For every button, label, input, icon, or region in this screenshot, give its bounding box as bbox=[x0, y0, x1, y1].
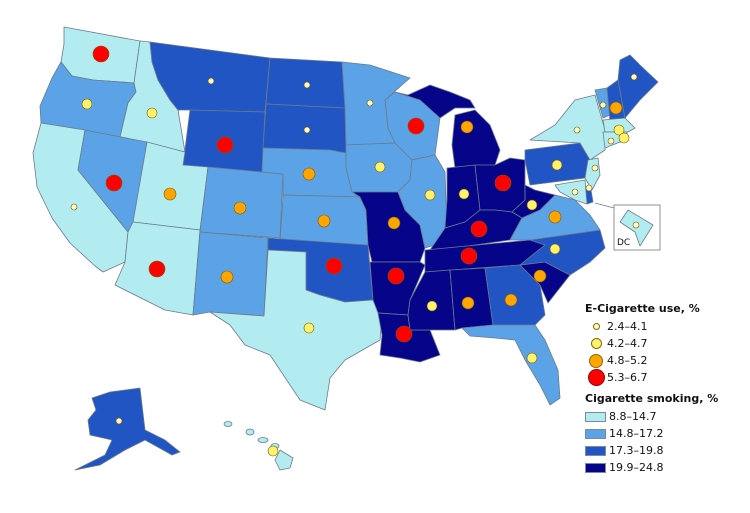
legend: E-Cigarette use, % 2.4–4.1 4.2–4.7 4.8–5… bbox=[585, 302, 750, 476]
legend-swatch-icon bbox=[585, 411, 606, 422]
ecig-wy bbox=[216, 136, 234, 154]
ecig-al bbox=[461, 296, 475, 310]
ecig-nv bbox=[105, 174, 123, 192]
state-tx[interactable] bbox=[209, 249, 383, 411]
state-il[interactable] bbox=[397, 154, 448, 249]
state-fl[interactable] bbox=[461, 324, 561, 406]
legend-circle-icon bbox=[592, 323, 600, 330]
ecig-ak bbox=[115, 417, 123, 425]
ecig-wi bbox=[407, 117, 425, 135]
ecig-ny bbox=[573, 126, 581, 134]
ecig-tx bbox=[303, 322, 315, 334]
legend-smoke-item: 19.9–24.8 bbox=[585, 459, 750, 476]
ecig-az bbox=[148, 260, 166, 278]
ecig-nh bbox=[609, 101, 623, 115]
ecig-mt bbox=[207, 77, 215, 85]
legend-ecig-item: 5.3–6.7 bbox=[585, 369, 750, 386]
ecig-wv bbox=[526, 199, 538, 211]
legend-swatch-icon bbox=[585, 428, 606, 439]
ecig-me bbox=[630, 73, 638, 81]
legend-smoke-item: 17.3–19.8 bbox=[585, 442, 750, 459]
ecig-ca bbox=[70, 203, 78, 211]
ecig-nc bbox=[549, 243, 561, 255]
ecig-id bbox=[146, 107, 158, 119]
ecig-dc bbox=[632, 221, 640, 229]
ecig-nd bbox=[303, 81, 311, 89]
state-nj[interactable] bbox=[584, 157, 601, 191]
ecig-de bbox=[585, 184, 593, 192]
legend-circle-icon bbox=[590, 338, 602, 349]
state-nc[interactable] bbox=[519, 229, 606, 276]
ecig-sc bbox=[533, 269, 547, 283]
legend-ecig-item: 2.4–4.1 bbox=[585, 318, 750, 335]
dc-leader-line bbox=[594, 202, 615, 209]
ecig-ok bbox=[325, 257, 343, 275]
legend-smoke-item: 14.8–17.2 bbox=[585, 425, 750, 442]
state-hi[interactable] bbox=[223, 421, 294, 471]
ecig-oh bbox=[494, 174, 512, 192]
ecig-ar bbox=[387, 267, 405, 285]
ecig-md bbox=[571, 188, 579, 196]
state-ak[interactable] bbox=[74, 387, 181, 471]
state-mi[interactable] bbox=[394, 84, 476, 119]
ecig-il bbox=[424, 189, 436, 201]
ecig-ms bbox=[426, 300, 438, 312]
legend-swatch-icon bbox=[585, 462, 606, 473]
ecig-hi bbox=[267, 445, 279, 457]
legend-swatch-icon bbox=[585, 445, 606, 456]
ecig-ga bbox=[504, 293, 518, 307]
ecig-mn bbox=[366, 99, 374, 107]
ecig-ia bbox=[374, 161, 386, 173]
ecig-in bbox=[458, 188, 470, 200]
ecig-tn bbox=[460, 247, 478, 265]
legend-smoke-item: 8.8–14.7 bbox=[585, 408, 750, 425]
ecig-ct bbox=[607, 137, 615, 145]
legend-smoke-title: Cigarette smoking, % bbox=[585, 392, 719, 405]
legend-ecig-title: E-Cigarette use, % bbox=[585, 302, 700, 315]
ecig-ut bbox=[163, 187, 177, 201]
legend-circle-icon bbox=[589, 353, 603, 368]
ecig-wa bbox=[92, 45, 110, 63]
ecig-nj bbox=[591, 164, 599, 172]
ecig-ky bbox=[470, 220, 488, 238]
ecig-mi bbox=[460, 120, 474, 134]
ecig-or bbox=[81, 98, 93, 110]
state-me[interactable] bbox=[617, 54, 659, 119]
ecig-vt bbox=[599, 101, 607, 109]
ecig-pa bbox=[551, 159, 563, 171]
ecig-ks bbox=[317, 214, 331, 228]
ecig-co bbox=[233, 201, 247, 215]
ecig-fl bbox=[526, 352, 538, 364]
ecig-va bbox=[548, 210, 562, 224]
ecig-mo bbox=[387, 216, 401, 230]
legend-ecig-item: 4.8–5.2 bbox=[585, 352, 750, 369]
ecig-ma bbox=[613, 124, 625, 136]
legend-circle-icon bbox=[587, 369, 605, 386]
state-md[interactable] bbox=[554, 179, 588, 205]
ecig-la bbox=[395, 325, 413, 343]
ecig-ri bbox=[618, 132, 630, 144]
dc-label: DC bbox=[617, 238, 630, 248]
ecig-ne bbox=[302, 167, 316, 181]
ecig-sd bbox=[303, 126, 311, 134]
legend-ecig-item: 4.2–4.7 bbox=[585, 335, 750, 352]
state-mi-lower[interactable] bbox=[451, 109, 501, 169]
ecig-nm bbox=[220, 270, 234, 284]
